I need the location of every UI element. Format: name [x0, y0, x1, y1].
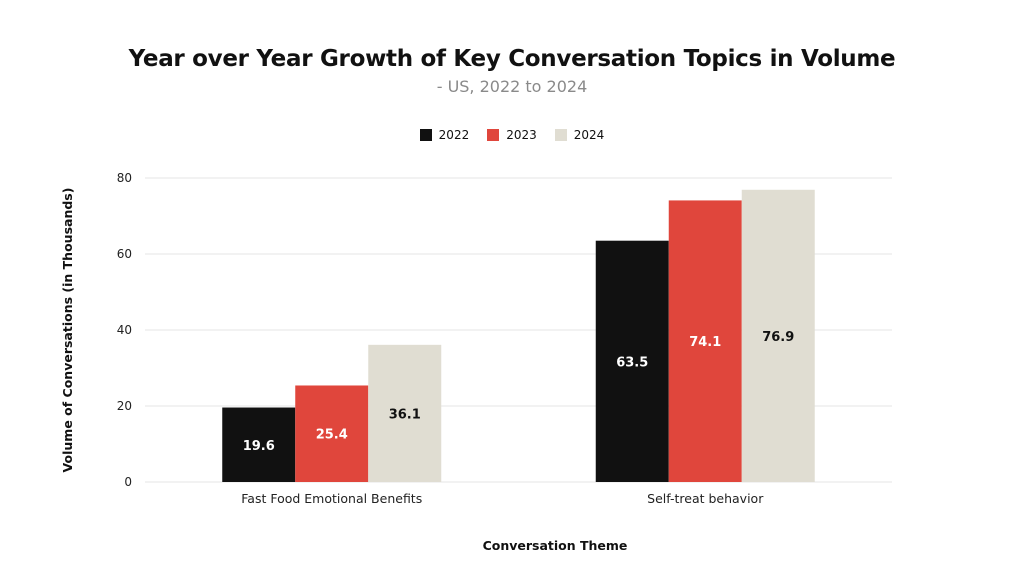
data-label-2024: 76.9 [762, 330, 794, 345]
legend-item-2024: 2024 [554, 128, 605, 142]
data-label-2023: 74.1 [689, 335, 721, 350]
y-tick-label: 20 [117, 399, 132, 413]
chart-title: Year over Year Growth of Key Conversatio… [128, 46, 896, 72]
y-tick-label: 0 [124, 475, 132, 489]
bar-2022 [595, 240, 669, 482]
data-label-2022: 63.5 [616, 355, 648, 370]
x-axis-title: Conversation Theme [483, 538, 628, 553]
legend-swatch-2022 [419, 129, 432, 141]
legend-item-2022: 2022 [419, 128, 470, 142]
legend-swatch-2024 [554, 129, 567, 141]
legend-label-2023: 2023 [506, 128, 537, 142]
bar-2023 [668, 200, 742, 483]
x-tick-label: Self-treat behavior [647, 491, 764, 506]
data-label-2022: 19.6 [243, 439, 275, 454]
bar-2024 [368, 344, 442, 482]
y-tick-label: 80 [117, 171, 132, 185]
y-tick-label: 60 [117, 247, 132, 261]
data-label-2023: 25.4 [316, 428, 348, 443]
y-tick-label: 40 [117, 323, 132, 337]
y-axis-title: Volume of Conversations (in Thousands) [60, 188, 75, 473]
legend-label-2024: 2024 [573, 128, 605, 142]
legend: 2022 2023 2024 [0, 128, 1024, 142]
legend-item-2023: 2023 [487, 128, 537, 142]
bar-2024 [741, 189, 815, 482]
data-label-2024: 36.1 [389, 407, 421, 422]
x-tick-label: Fast Food Emotional Benefits [241, 491, 422, 506]
bar-2022 [222, 407, 296, 482]
legend-swatch-2023 [487, 129, 500, 141]
chart-subtitle: - US, 2022 to 2024 [436, 77, 588, 96]
legend-label-2022: 2022 [438, 128, 470, 142]
bar-2023 [295, 385, 369, 482]
